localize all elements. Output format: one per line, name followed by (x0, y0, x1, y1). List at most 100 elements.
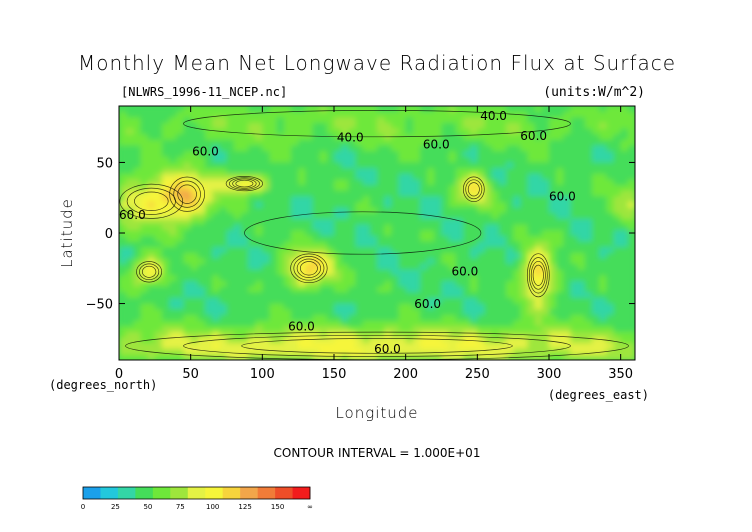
heatmap-cell (412, 213, 421, 220)
heatmap-cell (455, 218, 464, 226)
contour-line (225, 176, 264, 192)
heatmap-cell (233, 286, 242, 293)
heatmap-cell (176, 128, 185, 135)
heatmap-cell (448, 168, 457, 175)
heatmap-cell (513, 326, 521, 333)
heatmap-cell (283, 235, 292, 242)
heatmap-cell (577, 213, 586, 220)
heatmap-cell (233, 297, 242, 305)
y-unit-label: (degrees_north) (49, 378, 157, 392)
heatmap-cell (527, 326, 536, 333)
heatmap-cell (484, 134, 493, 141)
contour-label: 60.0 (549, 190, 576, 204)
heatmap-cell (427, 343, 435, 350)
heatmap-cell (613, 117, 622, 124)
heatmap-cell (477, 309, 486, 316)
heatmap-cell (212, 309, 220, 316)
heatmap-cell (534, 303, 543, 310)
heatmap-cell (147, 230, 156, 237)
heatmap-cell (334, 314, 342, 321)
heatmap-cell (169, 235, 177, 242)
heatmap-cell (140, 185, 149, 192)
heatmap-cell (398, 173, 407, 180)
heatmap-cell (405, 258, 414, 265)
heatmap-cell (269, 106, 278, 113)
heatmap-cell (563, 331, 572, 338)
heatmap-cell (398, 156, 407, 163)
heatmap-cell (276, 213, 285, 220)
heatmap-cell (484, 343, 493, 350)
heatmap-cell (348, 264, 357, 271)
heatmap-cell (319, 224, 328, 231)
heatmap-cell (412, 343, 421, 350)
heatmap-cell (520, 264, 529, 271)
heatmap-cell (420, 320, 428, 327)
heatmap-cell (355, 326, 364, 333)
heatmap-cell (434, 156, 443, 163)
heatmap-cell (169, 151, 177, 158)
heatmap-cell (341, 111, 349, 118)
heatmap-cell (556, 281, 564, 288)
heatmap-cell (183, 286, 192, 293)
x-tick-label: 250 (465, 367, 490, 382)
heatmap-cell (498, 303, 507, 310)
heatmap-cell (147, 275, 156, 282)
heatmap-cell (391, 151, 400, 158)
heatmap-cell (219, 134, 228, 141)
heatmap-cell (513, 258, 521, 265)
heatmap-cell (348, 314, 357, 321)
heatmap-cell (627, 218, 635, 226)
heatmap-cell (126, 309, 134, 316)
heatmap-cell (226, 230, 235, 237)
heatmap-cell (276, 196, 285, 203)
heatmap-cell (441, 320, 450, 327)
heatmap-cell (541, 241, 550, 248)
heatmap-cell (420, 264, 428, 271)
heatmap-cell (262, 337, 271, 344)
heatmap-cell (240, 354, 249, 360)
heatmap-cell (140, 224, 149, 231)
heatmap-cell (584, 145, 593, 152)
heatmap-cell (190, 269, 199, 276)
heatmap-cell (312, 343, 321, 350)
heatmap-cell (606, 185, 615, 192)
heatmap-cell (627, 326, 635, 333)
heatmap-cell (448, 162, 457, 169)
heatmap-cell (534, 151, 543, 158)
heatmap-cell (377, 269, 385, 276)
units-label: (units:W/m^2) (543, 85, 645, 100)
heatmap-cell (362, 235, 371, 242)
heatmap-cell (477, 213, 486, 220)
heatmap-cell (154, 134, 163, 141)
heatmap-cell (420, 348, 428, 355)
heatmap-cell (441, 196, 450, 203)
heatmap-cell (477, 162, 486, 169)
heatmap-cell (527, 241, 536, 248)
heatmap-cell (570, 117, 579, 124)
heatmap-cell (140, 309, 149, 316)
heatmap-cell (441, 292, 450, 299)
heatmap-cell (326, 168, 335, 175)
heatmap-cell (434, 297, 443, 305)
heatmap-cell (205, 117, 213, 124)
heatmap-cell (269, 213, 278, 220)
heatmap-cell (627, 309, 635, 316)
heatmap-cell (627, 269, 635, 276)
heatmap-cell (527, 134, 536, 141)
heatmap-cell (441, 235, 450, 242)
heatmap-cell (391, 111, 400, 118)
heatmap-cell (405, 348, 414, 355)
heatmap-cell (169, 230, 177, 237)
heatmap-cell (269, 190, 278, 197)
heatmap-cell (298, 106, 306, 113)
heatmap-cell (398, 224, 407, 231)
heatmap-cell (205, 151, 213, 158)
heatmap-cell (312, 252, 321, 259)
heatmap-cell (420, 331, 428, 338)
heatmap-cell (541, 122, 550, 130)
heatmap-cell (369, 343, 378, 350)
heatmap-cell (326, 343, 335, 350)
heatmap-cell (606, 190, 615, 197)
heatmap-cell (355, 241, 364, 248)
heatmap-cell (319, 309, 328, 316)
